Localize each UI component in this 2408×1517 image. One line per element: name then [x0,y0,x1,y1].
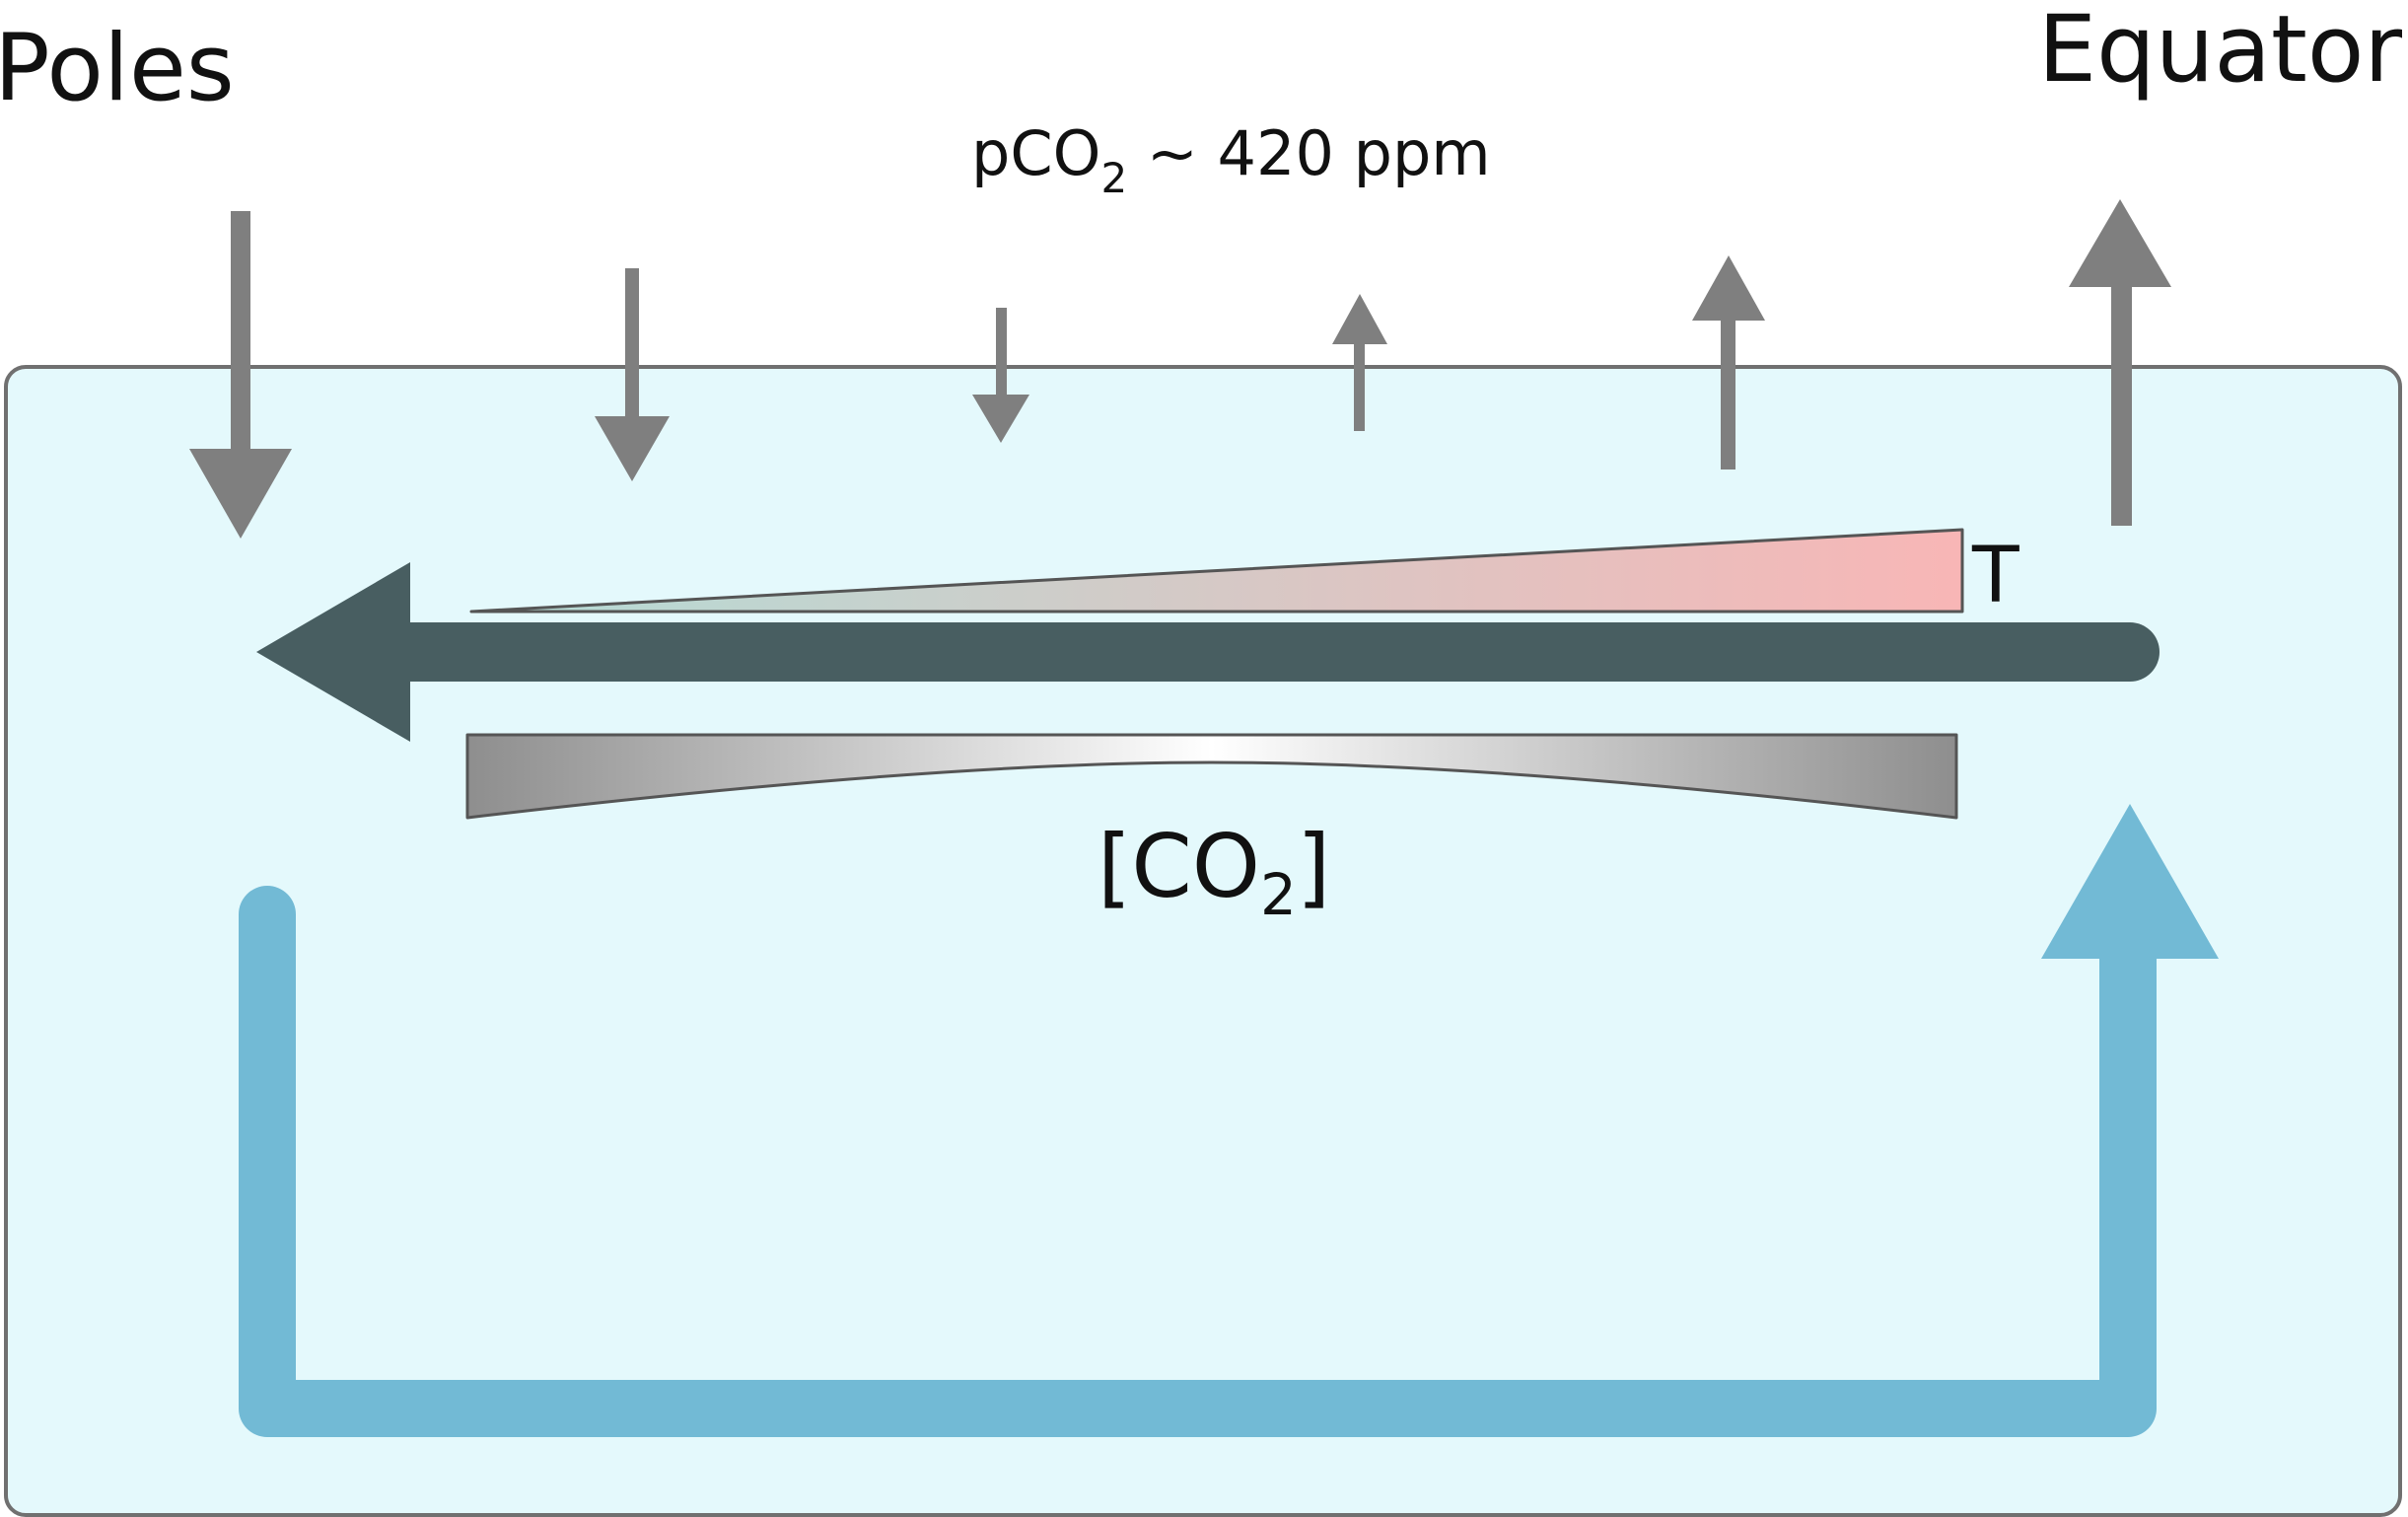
co2-concentration-subscript: 2 [1260,861,1297,928]
flux-arrow-down-large [189,211,292,539]
overturning-circulation-arrow [239,804,2219,1437]
temperature-label: T [1971,532,2019,620]
co2-concentration-label: [CO2] [1098,816,1330,928]
ocean-box [4,365,2402,1517]
co2-concentration-close: ] [1297,816,1330,917]
air-sea-flux-arrows [189,199,2171,539]
temperature-gradient-wedge [469,528,1964,614]
co2-concentration-bar [465,733,1958,820]
atmospheric-pco2-suffix: ~ 420 ppm [1127,117,1491,189]
flux-arrow-down-small [972,308,1029,443]
flux-arrow-up-small [1332,294,1387,431]
flux-arrow-up-medium [1692,255,1765,470]
equator-label: Equator [2038,0,2403,104]
flux-arrow-down-medium [595,268,670,481]
flux-arrow-up-large [2069,199,2171,526]
atmospheric-pco2-subscript: 2 [1100,154,1127,202]
atmospheric-pco2-label: pCO2 ~ 420 ppm [971,117,1491,202]
poles-label: Poles [0,15,235,122]
co2-concentration-open: [CO [1098,816,1260,917]
atmospheric-pco2-prefix: pCO [971,117,1100,189]
surface-current-arrow [256,562,2160,742]
